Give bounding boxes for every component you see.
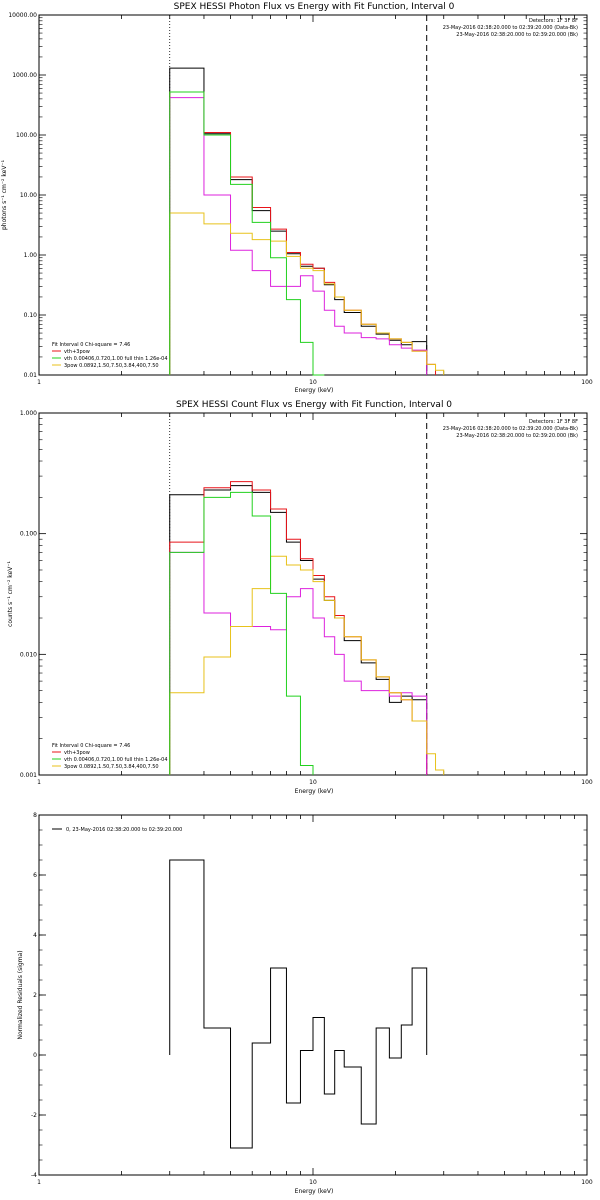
x-tick-label: 10 xyxy=(309,1179,317,1186)
count-flux-info: Detectors: 1F 3F 8F 23-May-2016 02:38:20… xyxy=(443,419,578,439)
count-flux-title: SPEX HESSI Count Flux vs Energy with Fit… xyxy=(176,400,452,410)
x-tick-label: 100 xyxy=(581,779,593,786)
thick-pow-histogram xyxy=(169,555,445,775)
residuals-legend-label: 0, 23-May-2016 02:38:20.000 to 02:39:20.… xyxy=(66,827,182,833)
y-tick-label: 6 xyxy=(33,872,37,879)
thermal-histogram xyxy=(169,491,314,775)
y-tick-label: 0.010 xyxy=(20,651,37,658)
thick-pow-histogram xyxy=(169,212,445,375)
photon-flux-legend: Fit Interval 0 Chi-square = 7.46 vth+3po… xyxy=(52,342,168,369)
y-tick-label: 0.001 xyxy=(20,772,37,779)
residuals-panel: Energy (keV) Normalized Residuals (sigma… xyxy=(17,812,593,1195)
x-tick-label: 100 xyxy=(581,379,593,386)
y-tick-label: 1.00 xyxy=(24,252,38,259)
y-tick-label: 8 xyxy=(33,812,37,819)
y-tick-label: 4 xyxy=(33,932,37,939)
x-tick-label: 1 xyxy=(37,1179,41,1186)
count-bk-interval-text: 23-May-2016 02:38:20.000 to 02:39:20.000… xyxy=(456,433,578,439)
background-histogram xyxy=(169,97,428,375)
y-tick-label: 0.10 xyxy=(24,312,38,319)
photon-detectors-text: Detectors: 1F 3F 8F xyxy=(529,18,578,24)
photon-flux-info: Detectors: 1F 3F 8F 23-May-2016 02:38:20… xyxy=(443,18,578,38)
y-tick-label: 100.00 xyxy=(16,132,37,139)
x-tick-label: 10 xyxy=(309,379,317,386)
photon-data-interval-text: 23-May-2016 02:38:20.000 to 02:39:20.000… xyxy=(443,25,578,31)
count-legend-pow-label: 3pow 0.0892,1.50,7.50,3.84,400,7.50 xyxy=(64,764,159,770)
y-tick-label: 0.01 xyxy=(24,372,38,379)
thermal-histogram xyxy=(169,91,325,376)
y-tick-label: 0 xyxy=(33,1052,37,1059)
photon-fit-interval-text: Fit Interval 0 Chi-square = 7.46 xyxy=(52,342,130,348)
count-detectors-text: Detectors: 1F 3F 8F xyxy=(529,419,578,425)
x-tick-label: 10 xyxy=(309,779,317,786)
y-tick-label: 10000.00 xyxy=(8,12,37,19)
photon-legend-total-label: vth+3pow xyxy=(64,349,90,355)
photon-flux-ylabel: photons s⁻¹ cm⁻² keV⁻¹ xyxy=(1,159,8,230)
count-flux-ylabel: counts s⁻¹ cm⁻² keV⁻¹ xyxy=(7,561,14,627)
residuals-ylabel: Normalized Residuals (sigma) xyxy=(17,950,24,1039)
count-flux-xlabel: Energy (keV) xyxy=(295,788,334,795)
y-tick-label: 10.00 xyxy=(20,192,37,199)
residuals-histogram xyxy=(169,859,428,1149)
y-tick-label: 1000.00 xyxy=(12,72,37,79)
residuals-xlabel: Energy (keV) xyxy=(295,1188,334,1195)
photon-flux-title: SPEX HESSI Photon Flux vs Energy with Fi… xyxy=(174,2,455,12)
count-legend-thermal-label: vth 0.00406,0.720,1.00 full thin 1.26e-0… xyxy=(64,757,168,763)
x-tick-label: 1 xyxy=(37,779,41,786)
y-tick-label: 2 xyxy=(33,992,37,999)
x-tick-label: 1 xyxy=(37,379,41,386)
count-fit-interval-text: Fit Interval 0 Chi-square = 7.46 xyxy=(52,743,130,749)
y-tick-label: 1.000 xyxy=(20,410,37,417)
y-tick-label: 0.100 xyxy=(20,531,37,538)
photon-bk-interval-text: 23-May-2016 02:38:20.000 to 02:39:20.000… xyxy=(456,32,578,38)
x-tick-label: 100 xyxy=(581,1179,593,1186)
y-tick-label: -4 xyxy=(31,1172,37,1179)
count-flux-panel: SPEX HESSI Count Flux vs Energy with Fit… xyxy=(7,400,593,795)
photon-legend-thermal-label: vth 0.00406,0.720,1.00 full thin 1.26e-0… xyxy=(64,356,168,362)
count-data-interval-text: 23-May-2016 02:38:20.000 to 02:39:20.000… xyxy=(443,426,578,432)
photon-legend-pow-label: 3pow 0.0892,1.50,7.50,3.84,400,7.50 xyxy=(64,363,159,369)
y-tick-label: -2 xyxy=(31,1112,37,1119)
photon-flux-xlabel: Energy (keV) xyxy=(295,387,334,394)
count-flux-legend: Fit Interval 0 Chi-square = 7.46 vth+3po… xyxy=(52,743,168,770)
photon-flux-panel: SPEX HESSI Photon Flux vs Energy with Fi… xyxy=(1,2,593,394)
count-legend-total-label: vth+3pow xyxy=(64,750,90,756)
